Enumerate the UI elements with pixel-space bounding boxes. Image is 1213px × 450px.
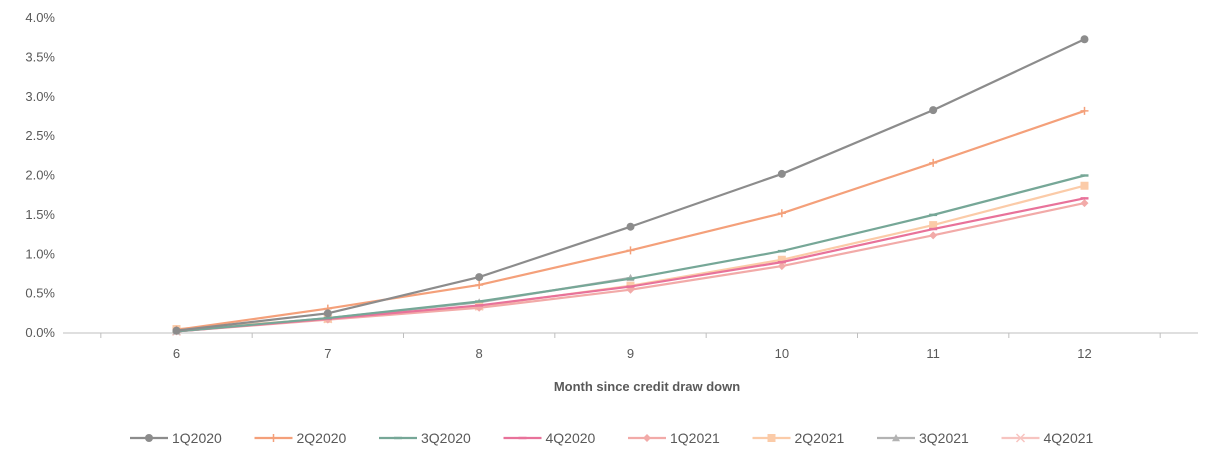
y-tick-label: 2.0% xyxy=(25,168,55,183)
x-tick-label: 6 xyxy=(173,346,180,361)
x-tick-label: 10 xyxy=(775,346,789,361)
data-point xyxy=(172,326,181,335)
data-point xyxy=(929,158,938,167)
legend-marker xyxy=(269,434,278,442)
data-point xyxy=(626,285,635,288)
data-point xyxy=(929,227,938,231)
legend-label: 1Q2021 xyxy=(670,430,720,446)
x-axis: 6 7 8 9 10 11 12 xyxy=(63,332,1198,361)
y-tick-label: 1.0% xyxy=(25,246,55,261)
series-line xyxy=(175,201,1086,333)
data-point xyxy=(475,304,484,307)
legend-label: 3Q2020 xyxy=(421,430,471,446)
data-point xyxy=(626,222,635,231)
data-point xyxy=(929,231,938,240)
legend-item: 3Q2020 xyxy=(379,430,471,446)
series-4q2020 xyxy=(172,197,1089,333)
data-point xyxy=(777,255,786,264)
data-point xyxy=(1080,197,1089,200)
data-point xyxy=(929,221,938,230)
series-line xyxy=(175,184,1086,331)
y-tick-label: 4.0% xyxy=(25,10,55,25)
y-tick-label: 1.5% xyxy=(25,207,55,222)
data-point xyxy=(1080,181,1089,190)
y-tick-label: 0.5% xyxy=(25,286,55,301)
legend-marker xyxy=(1015,433,1026,443)
legend-item: 1Q2020 xyxy=(130,430,222,446)
data-point xyxy=(475,300,484,303)
legend-marker xyxy=(394,436,402,440)
data-point xyxy=(929,106,938,115)
legend-item: 4Q2020 xyxy=(503,430,596,446)
data-point xyxy=(626,277,635,280)
x-axis-title: Month since credit draw down xyxy=(554,379,740,394)
data-point xyxy=(1080,106,1089,115)
x-tick-label: 11 xyxy=(926,346,940,361)
data-point xyxy=(323,316,332,320)
legend-item: 4Q2021 xyxy=(1001,430,1094,446)
legend-label: 2Q2021 xyxy=(795,430,845,446)
x-tick-label: 8 xyxy=(476,346,483,361)
legend-marker xyxy=(892,434,900,442)
data-point xyxy=(1080,199,1089,208)
legend-item: 3Q2021 xyxy=(877,430,969,446)
data-point xyxy=(323,309,332,318)
legend-label: 4Q2020 xyxy=(546,430,596,446)
data-point xyxy=(777,249,786,253)
data-point xyxy=(1080,35,1089,44)
y-tick-label: 3.5% xyxy=(25,49,55,64)
legend-label: 1Q2020 xyxy=(172,430,222,446)
legend-item: 1Q2021 xyxy=(628,430,720,446)
data-point xyxy=(475,273,484,282)
y-axis: 0.0% 0.5% 1.0% 1.5% 2.0% 2.5% 3.0% 3.5% 4.0% xyxy=(25,10,55,340)
data-point xyxy=(777,169,786,178)
legend: 1Q2020 2Q2020 3Q2020 4Q2020 1Q2021 2Q2021 3Q20… xyxy=(130,430,1094,446)
data-point xyxy=(777,209,786,218)
legend-marker xyxy=(518,436,527,440)
legend-label: 3Q2021 xyxy=(919,430,969,446)
series-1q2020 xyxy=(172,35,1089,335)
legend-label: 2Q2020 xyxy=(297,430,347,446)
plot-area xyxy=(171,35,1089,336)
legend-label: 4Q2021 xyxy=(1044,430,1094,446)
y-tick-label: 2.5% xyxy=(25,128,55,143)
x-tick-label: 7 xyxy=(324,346,331,361)
legend-item: 2Q2020 xyxy=(254,430,347,446)
x-tick-label: 12 xyxy=(1077,346,1091,361)
y-tick-label: 3.0% xyxy=(25,89,55,104)
data-point xyxy=(626,246,635,255)
data-point xyxy=(475,280,484,289)
legend-item: 2Q2021 xyxy=(752,430,845,446)
x-tick-label: 9 xyxy=(627,346,634,361)
data-point xyxy=(777,262,786,271)
y-tick-label: 0.0% xyxy=(25,325,55,340)
data-point xyxy=(929,213,938,217)
legend-marker xyxy=(643,434,651,442)
data-point xyxy=(1080,174,1089,177)
legend-marker xyxy=(145,434,153,442)
data-point xyxy=(777,260,786,264)
legend-marker xyxy=(767,434,776,442)
